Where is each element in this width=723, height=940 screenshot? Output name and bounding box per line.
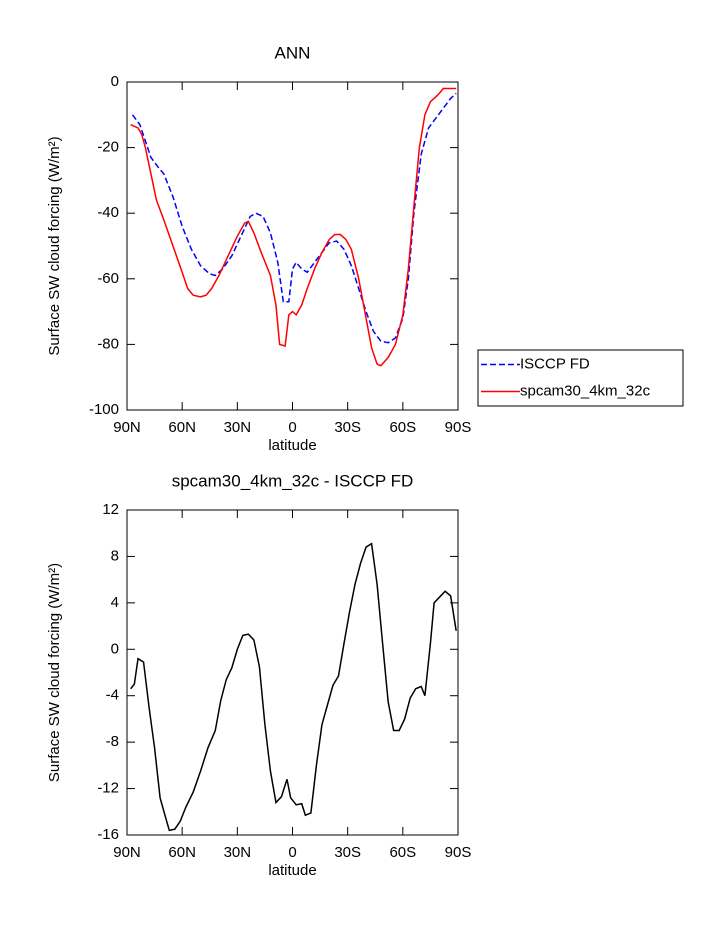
y-tick-label: 8 — [111, 547, 119, 564]
x-tick-label: 30N — [224, 419, 252, 436]
x-axis-label: latitude — [268, 437, 316, 454]
x-tick-label: 30N — [224, 844, 252, 861]
y-tick-label: 0 — [111, 73, 119, 90]
y-tick-label: -40 — [97, 204, 119, 221]
y-tick-label: -12 — [97, 780, 119, 797]
x-tick-label: 60S — [389, 419, 416, 436]
y-tick-label: 4 — [111, 594, 119, 611]
data-line — [130, 87, 457, 367]
x-tick-label: 0 — [288, 844, 296, 861]
x-tick-label: 60S — [389, 844, 416, 861]
x-tick-label: 30S — [334, 419, 361, 436]
x-tick-label: 60N — [168, 419, 196, 436]
y-tick-label: -4 — [106, 687, 119, 704]
chart-title: ANN — [275, 43, 311, 62]
x-axis-label: latitude — [268, 862, 316, 879]
y-tick-label: 0 — [111, 640, 119, 657]
y-tick-label: -20 — [97, 139, 119, 156]
y-tick-label: -100 — [89, 401, 119, 418]
y-tick-label: -8 — [106, 733, 119, 750]
legend-label: ISCCP FD — [520, 355, 590, 372]
data-line — [130, 542, 457, 832]
x-tick-label: 90N — [113, 419, 141, 436]
y-tick-label: -80 — [97, 335, 119, 352]
x-tick-label: 60N — [168, 844, 196, 861]
data-line — [131, 92, 457, 344]
plot-frame — [126, 81, 459, 411]
y-tick-label: 12 — [102, 501, 119, 518]
x-tick-label: 90S — [445, 419, 472, 436]
y-axis-label: Surface SW cloud forcing (W/m²) — [46, 563, 63, 782]
x-tick-label: 90N — [113, 844, 141, 861]
x-tick-label: 90S — [445, 844, 472, 861]
y-tick-label: -60 — [97, 270, 119, 287]
legend-label: spcam30_4km_32c — [520, 382, 651, 399]
legend-box — [477, 349, 684, 407]
plot-frame — [126, 509, 459, 836]
x-tick-label: 30S — [334, 844, 361, 861]
x-tick-label: 0 — [288, 419, 296, 436]
y-axis-label: Surface SW cloud forcing (W/m²) — [46, 136, 63, 355]
chart-title: spcam30_4km_32c - ISCCP FD — [172, 471, 414, 490]
y-tick-label: -16 — [97, 826, 119, 843]
